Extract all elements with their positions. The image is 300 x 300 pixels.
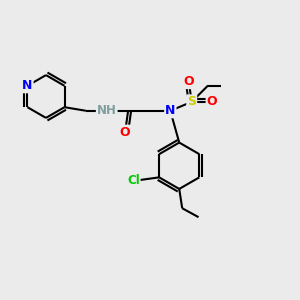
Text: Cl: Cl	[127, 174, 140, 187]
Text: O: O	[120, 126, 130, 139]
Text: O: O	[183, 75, 194, 88]
Text: NH: NH	[97, 104, 117, 117]
Text: S: S	[187, 95, 196, 108]
Text: O: O	[207, 95, 217, 108]
Text: N: N	[22, 79, 33, 92]
Text: N: N	[165, 104, 175, 117]
